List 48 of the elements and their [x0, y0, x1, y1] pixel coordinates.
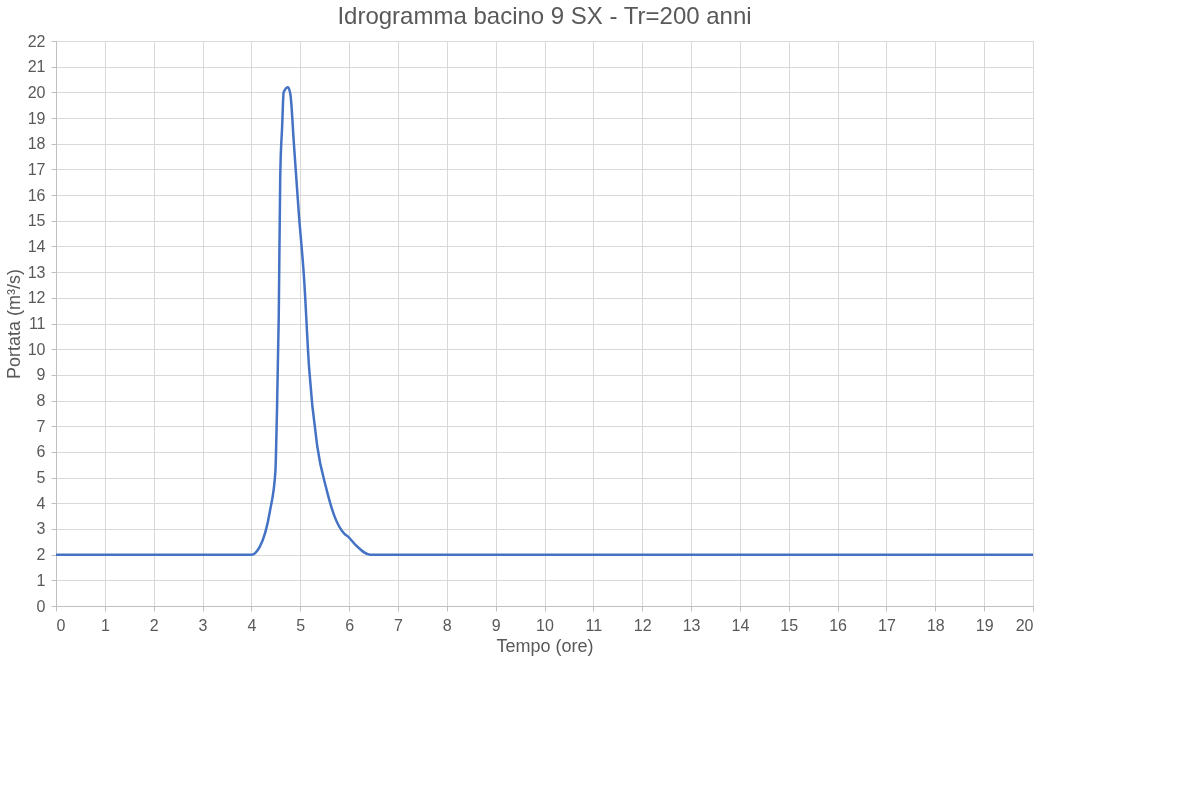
- x-tick-label: 17: [878, 616, 896, 634]
- y-tick-label: 17: [27, 160, 46, 178]
- y-tick-label: 8: [36, 392, 46, 410]
- y-tick-label: 3: [36, 520, 46, 538]
- line-series: [54, 85, 1035, 556]
- x-tick-label: 20: [1015, 616, 1034, 634]
- y-tick-label: 22: [27, 32, 46, 50]
- y-tick-label: 15: [27, 212, 46, 230]
- y-tick-label: 1: [36, 571, 46, 589]
- x-tick-label: 8: [442, 616, 452, 634]
- y-tick-label: 21: [27, 58, 46, 76]
- chart-title: Idrogramma bacino 9 SX - Tr=200 anni: [337, 2, 752, 29]
- y-tick-label: 0: [36, 597, 46, 615]
- x-tick-label: 1: [100, 616, 110, 634]
- y-tick-label: 19: [27, 109, 46, 127]
- x-tick-label: 19: [975, 616, 994, 634]
- x-tick-label: 12: [633, 616, 652, 634]
- x-tick-label: 7: [394, 616, 403, 634]
- x-tick-label: 4: [247, 616, 257, 634]
- x-tick-label: 13: [682, 616, 701, 634]
- y-tick-label: 14: [27, 237, 46, 255]
- x-tick-label: 11: [585, 616, 603, 634]
- x-axis-title: Tempo (ore): [496, 635, 594, 656]
- x-tick-label: 18: [926, 616, 945, 634]
- y-tick-label: 11: [28, 315, 46, 332]
- x-tick-label: 10: [536, 616, 554, 634]
- y-tick-label: 16: [27, 186, 46, 204]
- y-tick-label: 12: [27, 289, 46, 307]
- x-tick-label: 9: [491, 616, 501, 634]
- x-tick-label: 3: [198, 616, 208, 634]
- x-tick-label: 14: [731, 616, 750, 634]
- y-tick-label: 4: [36, 494, 46, 512]
- x-tick-label: 0: [56, 616, 66, 634]
- x-tick-label: 6: [345, 616, 355, 634]
- y-tick-label: 5: [36, 469, 46, 487]
- x-tick-label: 2: [149, 616, 159, 634]
- y-tick-label: 10: [27, 340, 46, 358]
- y-tick-label: 18: [27, 135, 46, 153]
- x-tick-label: 16: [829, 616, 848, 634]
- x-tick-label: 5: [296, 616, 306, 634]
- y-tick-label: 13: [27, 263, 46, 281]
- y-axis-title: Portata (m³/s): [3, 268, 24, 380]
- y-tick-label: 9: [36, 366, 46, 384]
- y-tick-label: 2: [36, 546, 46, 564]
- y-tick-label: 20: [27, 83, 46, 101]
- y-tick-label: 7: [36, 417, 46, 435]
- y-tick-label: 6: [36, 443, 46, 461]
- x-tick-label: 15: [780, 616, 799, 634]
